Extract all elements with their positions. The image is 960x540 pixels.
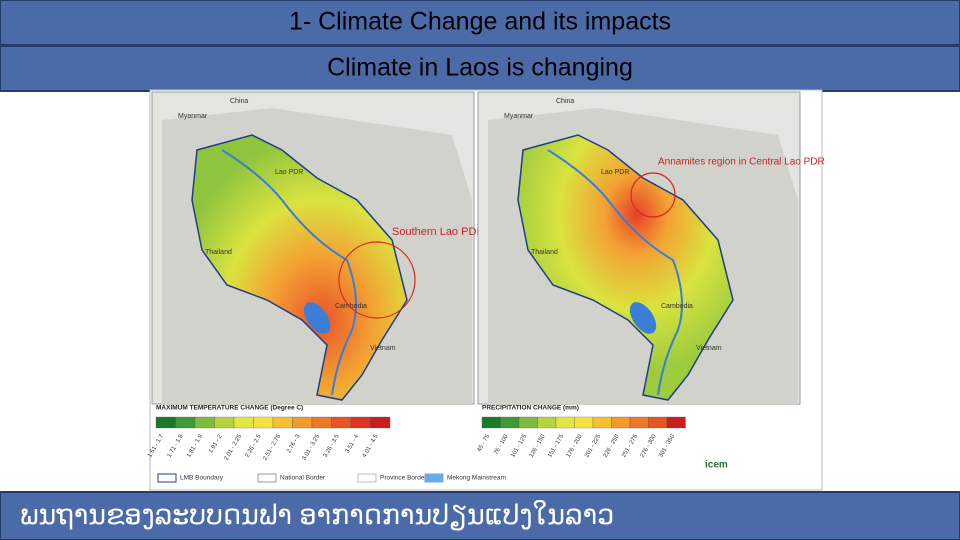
legend-swatch xyxy=(194,416,215,429)
map-label: Thailand xyxy=(531,249,558,256)
title: 1- Climate Change and its impacts xyxy=(289,8,671,36)
map-label: Myanmar xyxy=(504,113,534,120)
logo: icem xyxy=(705,460,728,471)
mekong-river xyxy=(547,149,683,396)
map-legend-label: National Border xyxy=(280,475,326,482)
legend-swatch xyxy=(555,416,575,429)
subtitle-bar xyxy=(0,45,960,92)
legend-swatch xyxy=(214,416,235,429)
map-legend-swatch xyxy=(157,473,177,483)
basin-area xyxy=(191,134,408,401)
annotation: Southern Lao PDR xyxy=(392,226,484,238)
map-label: Vietnam xyxy=(696,345,722,352)
legend-swatch xyxy=(537,416,557,429)
map-label: Thailand xyxy=(205,249,232,256)
highlight-circle xyxy=(630,172,676,218)
legend-swatch xyxy=(253,416,274,429)
annotation: Annamites region in Central Lao PDR xyxy=(658,157,825,168)
map-label: China xyxy=(556,98,574,105)
footer-bar xyxy=(0,491,960,540)
legend-swatch xyxy=(518,416,538,429)
legend-title: PRECIPITATION CHANGE (mm) xyxy=(482,405,579,412)
legend-swatch xyxy=(574,416,594,429)
legend-swatch xyxy=(481,416,501,429)
legend-swatch xyxy=(155,416,176,429)
legend-swatch xyxy=(175,416,196,429)
highlight-circle xyxy=(338,241,416,319)
legend-swatch xyxy=(648,416,668,429)
map-label: Cambodia xyxy=(335,303,367,310)
mekong-river xyxy=(221,149,357,396)
map-label: Vietnam xyxy=(370,345,396,352)
tonle-sap xyxy=(303,302,331,334)
map-legend-swatch xyxy=(257,473,277,483)
map-legend-label: LMB Boundary xyxy=(180,475,224,482)
legend-swatch xyxy=(666,416,686,429)
tonle-sap xyxy=(629,302,657,334)
map-legend-swatch xyxy=(357,473,377,483)
legend-swatch xyxy=(500,416,520,429)
legend-swatch xyxy=(350,416,371,429)
legend-swatch xyxy=(311,416,332,429)
map-label: Lao PDR xyxy=(601,169,629,176)
map-label: Cambodia xyxy=(661,303,693,310)
legend-title: MAXIMUM TEMPERATURE CHANGE (Degree C) xyxy=(156,405,303,412)
legend-swatch xyxy=(611,416,631,429)
basin-area xyxy=(517,134,734,401)
map-label: Lao PDR xyxy=(275,169,303,176)
map-legend-label: Province Border xyxy=(380,475,427,482)
legend-swatch xyxy=(629,416,649,429)
footer-text: ພນຖານຂອງລະບບດນຟາ ອາກາດການປຽນແປງໃນລາວ xyxy=(20,500,614,531)
map-label: Myanmar xyxy=(178,113,208,120)
map-legend-swatch xyxy=(424,473,444,483)
legend-swatch xyxy=(272,416,293,429)
legend-swatch xyxy=(233,416,254,429)
legend-swatch xyxy=(331,416,352,429)
map-label: China xyxy=(230,98,248,105)
legend-swatch xyxy=(292,416,313,429)
map-legend-label: Mekong Mainstream xyxy=(447,475,506,482)
legend-swatch xyxy=(370,416,391,429)
subtitle: Climate in Laos is changing xyxy=(327,54,633,82)
legend-swatch xyxy=(592,416,612,429)
